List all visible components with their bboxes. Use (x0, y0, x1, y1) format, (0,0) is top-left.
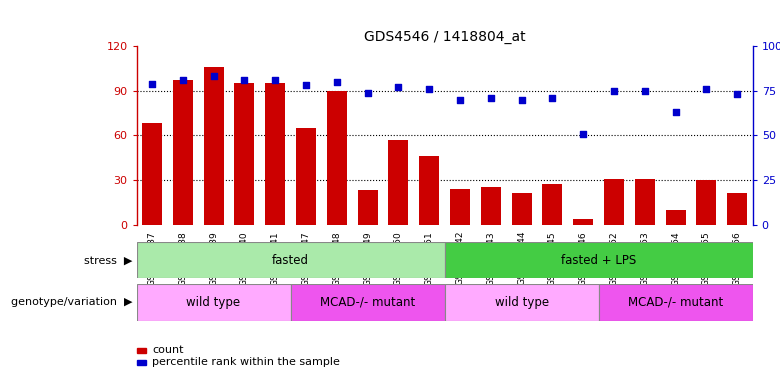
Point (361, 89, 374, 96)
Bar (204, 67, 224, 225)
Bar (136, 242, 445, 278)
Bar (450, 189, 470, 225)
Point (207, 73, 220, 79)
Bar (327, 91, 347, 225)
Title: GDS4546 / 1418804_at: GDS4546 / 1418804_at (363, 30, 526, 44)
Point (331, 79, 343, 85)
Point (639, 88, 651, 94)
Text: fasted + LPS: fasted + LPS (561, 254, 636, 266)
Bar (697, 180, 717, 225)
Point (300, 82, 312, 88)
Text: count: count (152, 345, 183, 355)
Point (454, 97, 466, 103)
Text: fasted: fasted (272, 254, 309, 266)
Bar (480, 187, 501, 225)
Point (669, 109, 682, 115)
Point (484, 95, 497, 101)
Text: genotype/variation  ▶: genotype/variation ▶ (11, 297, 133, 308)
Point (423, 86, 435, 92)
Bar (265, 83, 285, 225)
Bar (388, 140, 409, 225)
Point (608, 88, 620, 94)
Text: MCAD-/- mutant: MCAD-/- mutant (628, 296, 723, 309)
Bar (635, 179, 655, 225)
Point (577, 131, 590, 137)
Point (516, 97, 528, 103)
Bar (542, 184, 562, 225)
Bar (172, 80, 193, 225)
Bar (136, 284, 290, 321)
Point (176, 77, 189, 83)
Bar (296, 128, 316, 225)
Bar (234, 83, 254, 225)
Bar (604, 179, 624, 225)
Point (731, 91, 743, 98)
Text: wild type: wild type (186, 296, 240, 309)
Point (546, 95, 558, 101)
Point (269, 77, 282, 83)
Text: MCAD-/- mutant: MCAD-/- mutant (320, 296, 415, 309)
Point (238, 77, 250, 83)
Bar (357, 190, 378, 225)
Text: stress  ▶: stress ▶ (84, 255, 133, 265)
Bar (445, 242, 753, 278)
Bar (573, 219, 594, 225)
Bar (599, 284, 753, 321)
Bar (512, 194, 532, 225)
Point (700, 86, 713, 92)
Bar (290, 284, 445, 321)
Bar (142, 124, 162, 225)
Bar (665, 210, 686, 225)
Text: percentile rank within the sample: percentile rank within the sample (152, 357, 340, 367)
Point (146, 81, 158, 87)
Bar (727, 194, 747, 225)
Bar (445, 284, 599, 321)
Point (392, 84, 405, 90)
Text: wild type: wild type (495, 296, 548, 309)
Bar (419, 156, 439, 225)
